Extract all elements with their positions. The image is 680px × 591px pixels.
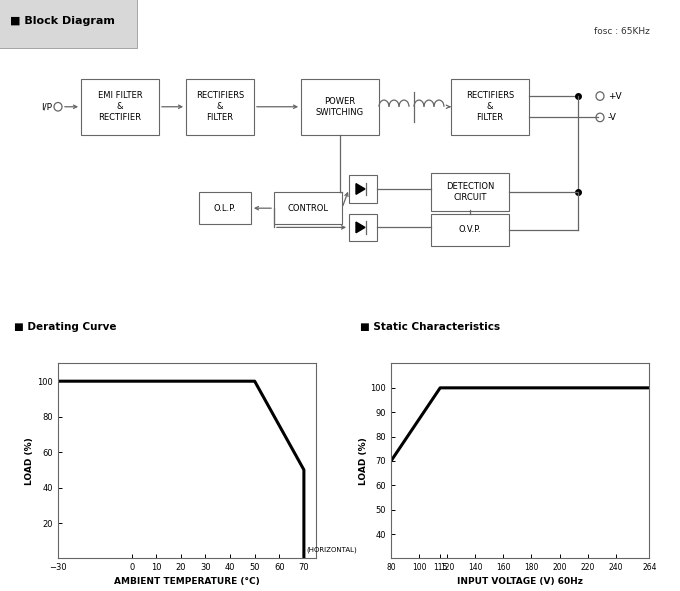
Bar: [451, 79, 529, 135]
Bar: [349, 175, 377, 203]
Text: (HORIZONTAL): (HORIZONTAL): [307, 547, 357, 553]
Text: +V: +V: [608, 92, 622, 100]
Bar: [349, 213, 377, 241]
Bar: [81, 79, 159, 135]
Text: ■ Block Diagram: ■ Block Diagram: [10, 16, 115, 26]
X-axis label: AMBIENT TEMPERATURE (°C): AMBIENT TEMPERATURE (°C): [114, 577, 260, 586]
Bar: [431, 174, 509, 211]
Text: EMI FILTER
&
RECTIFIER: EMI FILTER & RECTIFIER: [98, 91, 142, 122]
Text: O.V.P.: O.V.P.: [459, 225, 481, 234]
Bar: [431, 213, 509, 245]
Y-axis label: LOAD (%): LOAD (%): [358, 437, 368, 485]
Text: I/P: I/P: [41, 102, 52, 111]
Polygon shape: [356, 184, 365, 194]
Polygon shape: [356, 222, 365, 233]
Y-axis label: LOAD (%): LOAD (%): [25, 437, 35, 485]
Text: POWER
SWITCHING: POWER SWITCHING: [316, 97, 364, 117]
Text: -V: -V: [608, 113, 617, 122]
Text: RECTIFIERS
&
FILTER: RECTIFIERS & FILTER: [466, 91, 514, 122]
Bar: [199, 192, 251, 224]
Text: RECTIFIERS
&
FILTER: RECTIFIERS & FILTER: [196, 91, 244, 122]
Bar: [186, 79, 254, 135]
Bar: [274, 192, 342, 224]
Bar: [301, 79, 379, 135]
X-axis label: INPUT VOLTAGE (V) 60Hz: INPUT VOLTAGE (V) 60Hz: [457, 577, 583, 586]
Text: ■ Derating Curve: ■ Derating Curve: [14, 322, 116, 332]
Text: ■ Static Characteristics: ■ Static Characteristics: [360, 322, 500, 332]
Text: CONTROL: CONTROL: [288, 204, 328, 213]
Text: DETECTION
CIRCUIT: DETECTION CIRCUIT: [446, 182, 494, 202]
Text: fosc : 65KHz: fosc : 65KHz: [594, 27, 650, 35]
Text: O.L.P.: O.L.P.: [214, 204, 237, 213]
